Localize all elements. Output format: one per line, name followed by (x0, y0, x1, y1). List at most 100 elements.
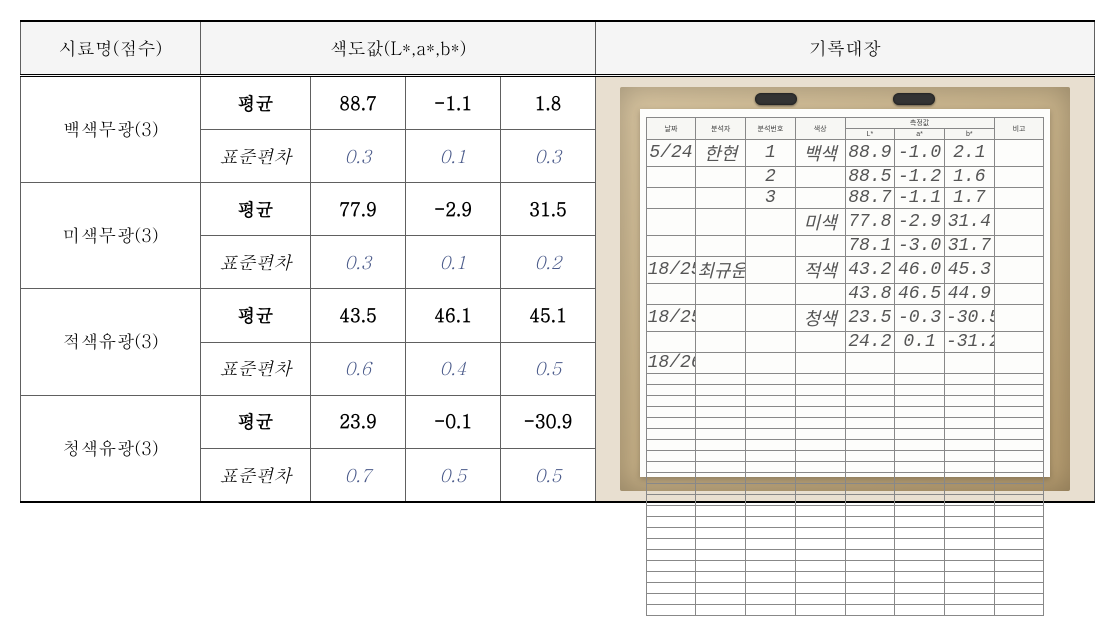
logbook-cell (795, 550, 845, 561)
logbook-cell (746, 418, 796, 429)
logbook-cell (944, 462, 994, 473)
logbook-cell (746, 374, 796, 385)
logbook-cell (795, 572, 845, 583)
logbook-cell (895, 374, 945, 385)
logbook-cell (944, 396, 994, 407)
logbook-cell (994, 385, 1044, 396)
logbook-cell (746, 284, 796, 305)
logbook-cell (696, 407, 746, 418)
logbook-cell (646, 495, 696, 506)
cell-L: 43.5 (311, 289, 406, 342)
logbook-cell (845, 385, 895, 396)
logbook-cell: -30.5 (944, 305, 994, 332)
logbook-cell (746, 495, 796, 506)
logbook-cell (795, 440, 845, 451)
logbook-cell (696, 440, 746, 451)
logbook-cell (696, 209, 746, 236)
logbook-cell: 최규운 (696, 257, 746, 284)
logbook-cell: 5/24 (646, 140, 696, 167)
logbook-cell: 78.1 (845, 236, 895, 257)
logbook-cell (646, 517, 696, 528)
logbook-cell (696, 572, 746, 583)
logbook-cell: 0.1 (895, 332, 945, 353)
cell-L: 88.7 (311, 76, 406, 130)
logbook-cell (944, 517, 994, 528)
logbook-cell (845, 594, 895, 605)
logbook-cell (746, 484, 796, 495)
logbook-cell (646, 550, 696, 561)
clip-hole-icon (755, 93, 797, 105)
logbook-cell (696, 528, 746, 539)
logbook-cell (696, 506, 746, 517)
logbook-cell (795, 332, 845, 353)
logbook-grid: 날짜분석자분석번호색상측정값비고L*a*b*5/24한현1백색88.9-1.02… (646, 117, 1045, 616)
logbook-cell (795, 385, 845, 396)
stat-stddev-label: 표준편차 (201, 130, 311, 183)
logbook-cell (646, 236, 696, 257)
logbook-cell (696, 305, 746, 332)
sample-name: 백색무광(3) (21, 76, 201, 183)
logbook-cell: 적색 (795, 257, 845, 284)
logbook-cell (746, 451, 796, 462)
logbook-cell: 31.4 (944, 209, 994, 236)
logbook-cell (944, 539, 994, 550)
logbook-cell (944, 495, 994, 506)
logbook-cell: 43.2 (845, 257, 895, 284)
logbook-cell: 88.5 (845, 167, 895, 188)
logbook-cell (746, 257, 796, 284)
logbook-cell (944, 374, 994, 385)
logbook-cell (994, 451, 1044, 462)
logbook-cell (994, 353, 1044, 374)
logbook-cell (696, 429, 746, 440)
logbook-subheader: L* (845, 129, 895, 140)
cell-b: 1.8 (501, 76, 596, 130)
logbook-cell (895, 517, 945, 528)
logbook-cell (994, 605, 1044, 616)
cell-b: 0.2 (501, 236, 596, 289)
logbook-cell (646, 440, 696, 451)
logbook-cell: 24.2 (845, 332, 895, 353)
logbook-cell (696, 550, 746, 561)
stat-mean-label: 평균 (201, 289, 311, 342)
logbook-cell (696, 332, 746, 353)
stat-stddev-label: 표준편차 (201, 236, 311, 289)
logbook-cell: 1 (746, 140, 796, 167)
logbook-cell (696, 517, 746, 528)
logbook-cell (944, 572, 994, 583)
logbook-cell (696, 561, 746, 572)
logbook-cell (845, 605, 895, 616)
logbook-cell (646, 605, 696, 616)
logbook-cell (746, 407, 796, 418)
logbook-cell (795, 284, 845, 305)
logbook-cell (795, 506, 845, 517)
cell-L: 23.9 (311, 395, 406, 448)
stat-stddev-label: 표준편차 (201, 449, 311, 503)
logbook-cell (696, 396, 746, 407)
logbook-cell (845, 539, 895, 550)
logbook-header: 분석번호 (746, 118, 796, 140)
logbook-cell (944, 561, 994, 572)
logbook-cell: 88.7 (845, 188, 895, 209)
cell-a: -1.1 (406, 76, 501, 130)
logbook-header: 분석자 (696, 118, 746, 140)
logbook-cell (845, 451, 895, 462)
logbook-cell (994, 407, 1044, 418)
logbook-cell (994, 462, 1044, 473)
logbook-cell (646, 332, 696, 353)
logbook-cell: 18/25 (646, 305, 696, 332)
logbook-cell (795, 396, 845, 407)
logbook-cell (994, 374, 1044, 385)
logbook-cell (646, 561, 696, 572)
logbook-cell (795, 484, 845, 495)
logbook-subheader: a* (895, 129, 945, 140)
logbook-cell (994, 495, 1044, 506)
logbook-cell (646, 473, 696, 484)
logbook-cell (746, 528, 796, 539)
logbook-cell (895, 550, 945, 561)
stat-mean-label: 평균 (201, 76, 311, 130)
logbook-cell (696, 353, 746, 374)
logbook-cell (845, 495, 895, 506)
logbook-cell (994, 332, 1044, 353)
logbook-header: 비고 (994, 118, 1044, 140)
logbook-cell (994, 305, 1044, 332)
